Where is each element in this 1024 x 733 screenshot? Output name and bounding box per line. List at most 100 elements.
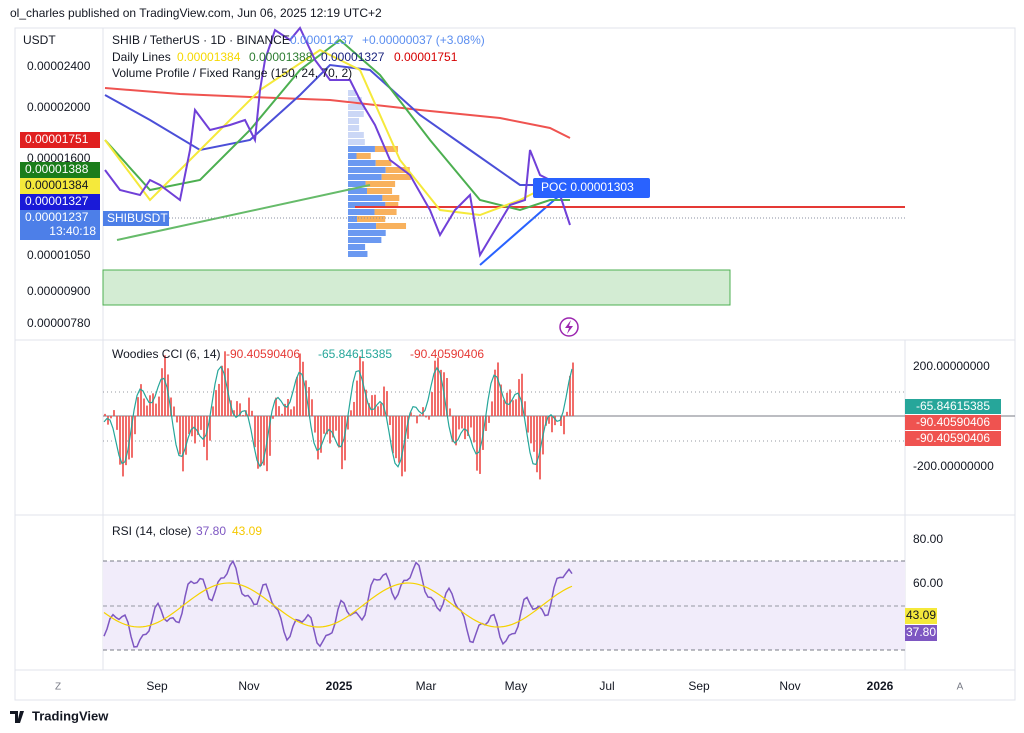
price-label: 0.00002000 bbox=[27, 100, 91, 114]
profile-row bbox=[365, 181, 396, 187]
cci-bar bbox=[107, 416, 109, 425]
cci-bar bbox=[200, 416, 202, 430]
profile-row bbox=[348, 90, 356, 96]
cci-bar bbox=[305, 380, 307, 416]
alert-icon[interactable] bbox=[559, 317, 579, 337]
cci-bar bbox=[545, 416, 547, 426]
cci-bar bbox=[179, 416, 181, 455]
auto-button[interactable]: A bbox=[957, 682, 964, 693]
cci-bar bbox=[371, 395, 373, 416]
profile-row bbox=[348, 181, 366, 187]
lines-value: 0.00001384 bbox=[177, 50, 241, 64]
cci-bar bbox=[134, 416, 136, 435]
zoom-button[interactable]: Z bbox=[55, 682, 61, 693]
cci-bar bbox=[260, 416, 262, 466]
cci-bar bbox=[518, 379, 520, 416]
cci-bar bbox=[386, 391, 388, 416]
profile-row bbox=[348, 188, 367, 194]
cci-bar bbox=[503, 399, 505, 416]
cci-bar bbox=[554, 416, 556, 426]
profile-row bbox=[348, 132, 364, 138]
cci-bar bbox=[197, 416, 199, 435]
cci-value: -65.84615385 bbox=[318, 347, 392, 361]
profile-row bbox=[348, 174, 382, 180]
cci-bar bbox=[383, 386, 385, 416]
rsi-axis-label: 80.00 bbox=[913, 532, 943, 546]
cci-bar bbox=[536, 416, 538, 473]
cci-bar bbox=[452, 416, 454, 443]
badge-text: -90.40590406 bbox=[916, 431, 990, 445]
cci-bar bbox=[296, 376, 298, 416]
cci-bar bbox=[257, 416, 259, 469]
lines-value: 0.00001327 bbox=[321, 50, 385, 64]
cci-bar bbox=[467, 416, 469, 436]
time-label: Nov bbox=[238, 679, 259, 693]
cci-bar bbox=[206, 416, 208, 461]
cci-bar bbox=[407, 416, 409, 439]
time-label: Sep bbox=[146, 679, 168, 693]
cci-bar bbox=[194, 416, 196, 444]
cci-bar bbox=[272, 416, 274, 419]
countdown: 13:40:18 bbox=[49, 224, 96, 238]
cci-bar bbox=[419, 414, 421, 416]
ma-line bbox=[104, 38, 570, 212]
cci-bar bbox=[464, 416, 466, 440]
cci-bar bbox=[215, 390, 217, 416]
profile-row bbox=[357, 216, 386, 222]
lines-value: 0.00001388 bbox=[249, 50, 313, 64]
cci-bar bbox=[368, 403, 370, 416]
badge-text: 37.80 bbox=[906, 625, 936, 639]
price-badge-text: 0.00001388 bbox=[25, 162, 89, 176]
profile-row bbox=[348, 111, 364, 117]
cci-bar bbox=[521, 373, 523, 416]
profile-row bbox=[348, 251, 368, 257]
cci-bar bbox=[125, 416, 127, 466]
cci-bar bbox=[392, 416, 394, 454]
cci-bar bbox=[176, 416, 178, 423]
profile-row bbox=[356, 153, 371, 159]
price-label: 0.00000900 bbox=[27, 284, 91, 298]
cci-bar bbox=[308, 387, 310, 416]
cci-bar bbox=[437, 357, 439, 416]
profile-row bbox=[348, 160, 376, 166]
cci-bar bbox=[128, 416, 130, 460]
cci-bar bbox=[275, 397, 277, 416]
cci-bar bbox=[104, 413, 106, 416]
cci-bar bbox=[323, 416, 325, 434]
cci-bar bbox=[170, 397, 172, 416]
cci-bar bbox=[515, 399, 517, 416]
profile-row bbox=[376, 223, 407, 229]
profile-row bbox=[348, 104, 365, 110]
cci-bar bbox=[290, 409, 292, 416]
cci-bar bbox=[203, 416, 205, 447]
cci-bar bbox=[404, 416, 406, 472]
profile-row bbox=[385, 167, 410, 173]
axis-unit: USDT bbox=[23, 33, 56, 47]
rsi-value: 37.80 bbox=[196, 524, 226, 538]
cci-bar bbox=[431, 392, 433, 416]
cci-bar bbox=[281, 413, 283, 416]
ma-line bbox=[104, 87, 571, 139]
cci-bar bbox=[440, 369, 442, 416]
cci-bar bbox=[566, 411, 568, 416]
cci-bar bbox=[221, 365, 223, 416]
cci-bar bbox=[212, 406, 214, 416]
badge-text: -65.84615385 bbox=[916, 399, 990, 413]
cci-bar bbox=[263, 416, 265, 466]
profile-row bbox=[348, 125, 360, 131]
cci-series bbox=[103, 351, 574, 480]
profile-row bbox=[366, 188, 393, 194]
price-badge-text: 0.00001327 bbox=[25, 194, 89, 208]
cci-bar bbox=[284, 403, 286, 416]
price-badge bbox=[20, 178, 100, 194]
cci-bar bbox=[455, 416, 457, 446]
profile-row bbox=[375, 160, 392, 166]
rsi-title: RSI (14, close) bbox=[112, 524, 191, 538]
time-label: Sep bbox=[688, 679, 710, 693]
cci-bar bbox=[209, 416, 211, 441]
cci-bar bbox=[434, 360, 436, 416]
cci-bar bbox=[251, 410, 253, 416]
price-badge bbox=[20, 210, 100, 226]
brand-logo bbox=[10, 711, 24, 723]
cci-bar bbox=[131, 416, 133, 458]
